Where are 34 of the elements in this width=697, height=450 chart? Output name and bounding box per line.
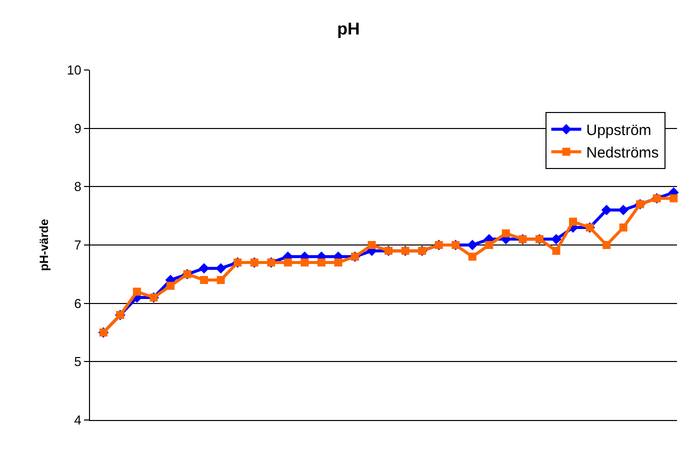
point [317, 258, 326, 266]
point [132, 288, 141, 296]
point [368, 241, 376, 249]
point [602, 241, 611, 249]
point [200, 276, 208, 284]
point [619, 224, 628, 232]
point [601, 204, 612, 216]
point [552, 246, 560, 255]
legend-label: Nedströms [586, 144, 659, 162]
point [216, 276, 225, 284]
y-axis-title: pH-värde [37, 218, 52, 272]
point [334, 258, 342, 266]
point [670, 194, 678, 202]
point [551, 234, 562, 244]
point [502, 229, 510, 238]
point [284, 258, 292, 266]
point [485, 241, 494, 249]
y-tick-label: 6 [74, 296, 82, 311]
point [300, 258, 309, 266]
point [166, 282, 174, 290]
y-tick-label: 7 [74, 238, 82, 253]
point [468, 252, 476, 261]
y-tick-label: 5 [74, 354, 82, 370]
point [198, 263, 210, 274]
point [618, 204, 629, 216]
y-tick-label: 4 [74, 412, 82, 428]
point [569, 218, 578, 226]
point [467, 240, 478, 250]
legend-label: Uppström [586, 122, 652, 140]
point [216, 263, 226, 274]
y-tick-label: 10 [66, 62, 82, 78]
y-tick-label: 8 [74, 179, 82, 194]
chart-title: pH [337, 19, 360, 38]
y-tick-label: 9 [74, 120, 82, 136]
